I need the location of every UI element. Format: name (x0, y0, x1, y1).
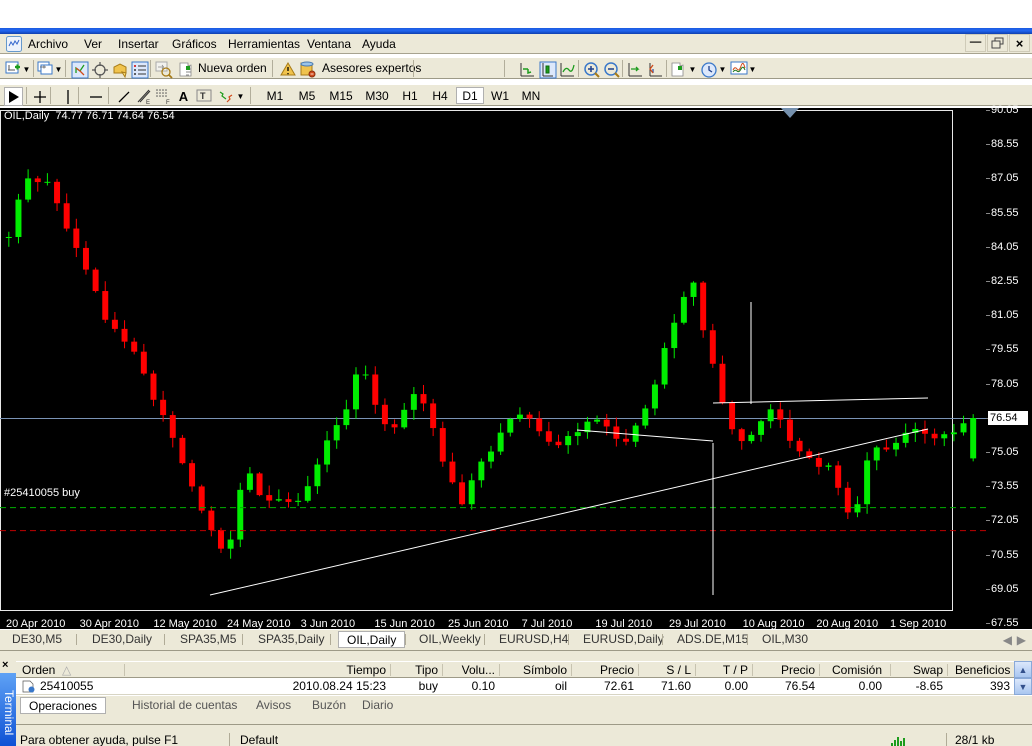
svg-text:F: F (166, 100, 170, 106)
svg-text:T: T (200, 91, 206, 101)
svg-text:E: E (146, 100, 150, 106)
